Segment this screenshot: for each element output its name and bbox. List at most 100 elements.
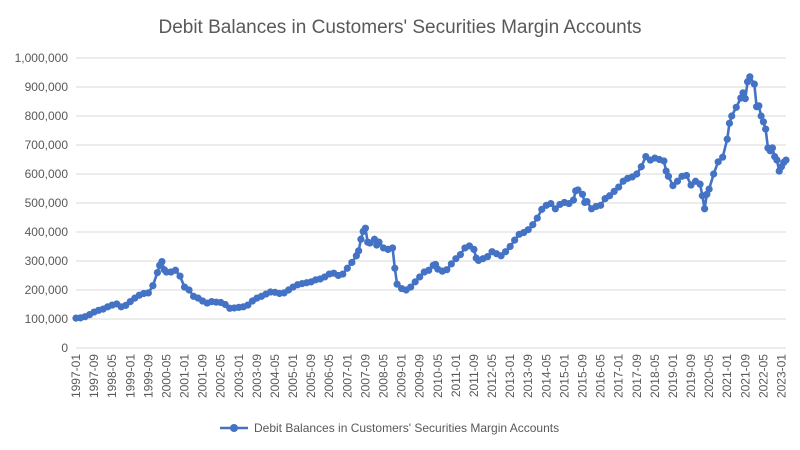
x-tick-label: 2017-01	[612, 354, 626, 398]
data-point	[171, 266, 180, 274]
data-point	[768, 144, 777, 152]
data-point	[388, 244, 397, 252]
data-point	[696, 180, 704, 188]
x-tick-label: 2017-09	[630, 354, 644, 398]
y-tick-label: 500,000	[25, 196, 69, 210]
data-point	[144, 289, 152, 297]
data-point	[574, 186, 582, 194]
x-tick-label: 2004-05	[268, 354, 282, 398]
data-point	[610, 187, 618, 195]
gridlines	[76, 57, 786, 349]
data-point	[506, 242, 514, 251]
y-tick-label: 300,000	[25, 254, 69, 268]
x-tick-label: 1997-09	[87, 354, 101, 398]
data-point	[547, 199, 555, 208]
data-point	[551, 205, 559, 213]
y-tick-label: 100,000	[25, 312, 69, 326]
data-point	[757, 112, 765, 120]
y-tick-label: 200,000	[25, 283, 69, 297]
legend-label: Debit Balances in Customers' Securities …	[254, 421, 559, 435]
data-point	[700, 205, 709, 213]
y-tick-label: 900,000	[25, 80, 69, 94]
data-point	[583, 197, 591, 206]
data-point	[185, 286, 193, 294]
data-point	[391, 264, 399, 272]
x-tick-label: 2005-09	[304, 354, 318, 398]
data-point	[529, 221, 537, 229]
data-point	[425, 266, 433, 274]
data-point	[502, 248, 510, 256]
x-tick-label: 2003-01	[232, 354, 246, 398]
data-point	[741, 95, 749, 103]
x-tick-label: 2021-01	[720, 354, 734, 398]
legend[interactable]: Debit Balances in Customers' Securities …	[220, 421, 559, 435]
data-point	[759, 118, 767, 126]
x-tick-label: 2015-09	[575, 354, 589, 398]
data-point	[357, 235, 365, 243]
x-tick-label: 2011-01	[449, 354, 463, 397]
data-point	[673, 177, 682, 185]
data-point	[393, 280, 401, 288]
x-tick-label: 2016-05	[594, 354, 608, 398]
data-point	[705, 185, 713, 193]
data-point	[361, 224, 370, 232]
x-tick-label: 2013-09	[521, 354, 535, 398]
data-point	[483, 253, 492, 261]
data-point	[339, 270, 347, 278]
x-tick-label: 2005-01	[286, 354, 300, 398]
data-point	[782, 156, 790, 164]
data-point	[416, 273, 424, 281]
series-layer	[72, 73, 790, 322]
data-point	[176, 272, 184, 280]
data-point	[456, 251, 464, 259]
x-tick-label: 2010-05	[431, 354, 445, 398]
data-point	[355, 247, 363, 255]
x-tick-label: 2015-01	[557, 354, 571, 398]
series-line	[75, 75, 787, 320]
data-point	[762, 125, 770, 133]
x-tick-label: 2022-05	[756, 354, 770, 398]
y-tick-label: 0	[61, 341, 68, 355]
x-tick-label: 2003-09	[250, 354, 264, 398]
data-point	[725, 119, 734, 127]
data-point	[739, 89, 747, 97]
x-tick-label: 2009-09	[413, 354, 427, 398]
x-tick-label: 1999-01	[123, 354, 137, 398]
data-point	[728, 112, 736, 120]
data-point	[719, 153, 727, 161]
x-tick-label: 2006-05	[322, 354, 336, 398]
y-tick-label: 600,000	[25, 167, 69, 181]
x-axis-ticks: 1997-01 1997-09 1998-05 1999-01 1999-09 2000-…	[69, 354, 788, 398]
data-point	[348, 258, 356, 267]
data-point	[596, 201, 605, 209]
x-tick-label: 1998-05	[105, 354, 119, 398]
x-tick-label: 2023-01	[774, 354, 788, 398]
y-tick-label: 1,000,000	[15, 51, 69, 65]
data-point	[158, 257, 166, 266]
x-tick-label: 2019-09	[684, 354, 698, 398]
x-tick-label: 2018-05	[648, 354, 662, 398]
data-point	[343, 264, 351, 272]
data-point	[615, 183, 623, 191]
x-tick-label: 2000-05	[159, 354, 173, 398]
x-tick-label: 2007-01	[340, 354, 354, 398]
x-tick-label: 1999-09	[141, 354, 155, 398]
data-point	[732, 103, 740, 111]
x-tick-label: 2001-09	[196, 354, 210, 398]
data-point	[470, 245, 478, 253]
data-point	[407, 283, 415, 291]
data-point	[153, 269, 162, 277]
legend-point-marker	[230, 424, 238, 432]
data-point	[569, 196, 578, 204]
y-tick-label: 400,000	[25, 225, 69, 239]
x-tick-label: 2008-05	[377, 354, 391, 398]
data-point	[755, 102, 763, 110]
data-point	[714, 158, 722, 166]
data-point	[637, 163, 645, 171]
data-point	[633, 170, 641, 178]
data-point	[606, 192, 614, 200]
data-point	[578, 190, 587, 198]
data-point	[750, 80, 758, 88]
